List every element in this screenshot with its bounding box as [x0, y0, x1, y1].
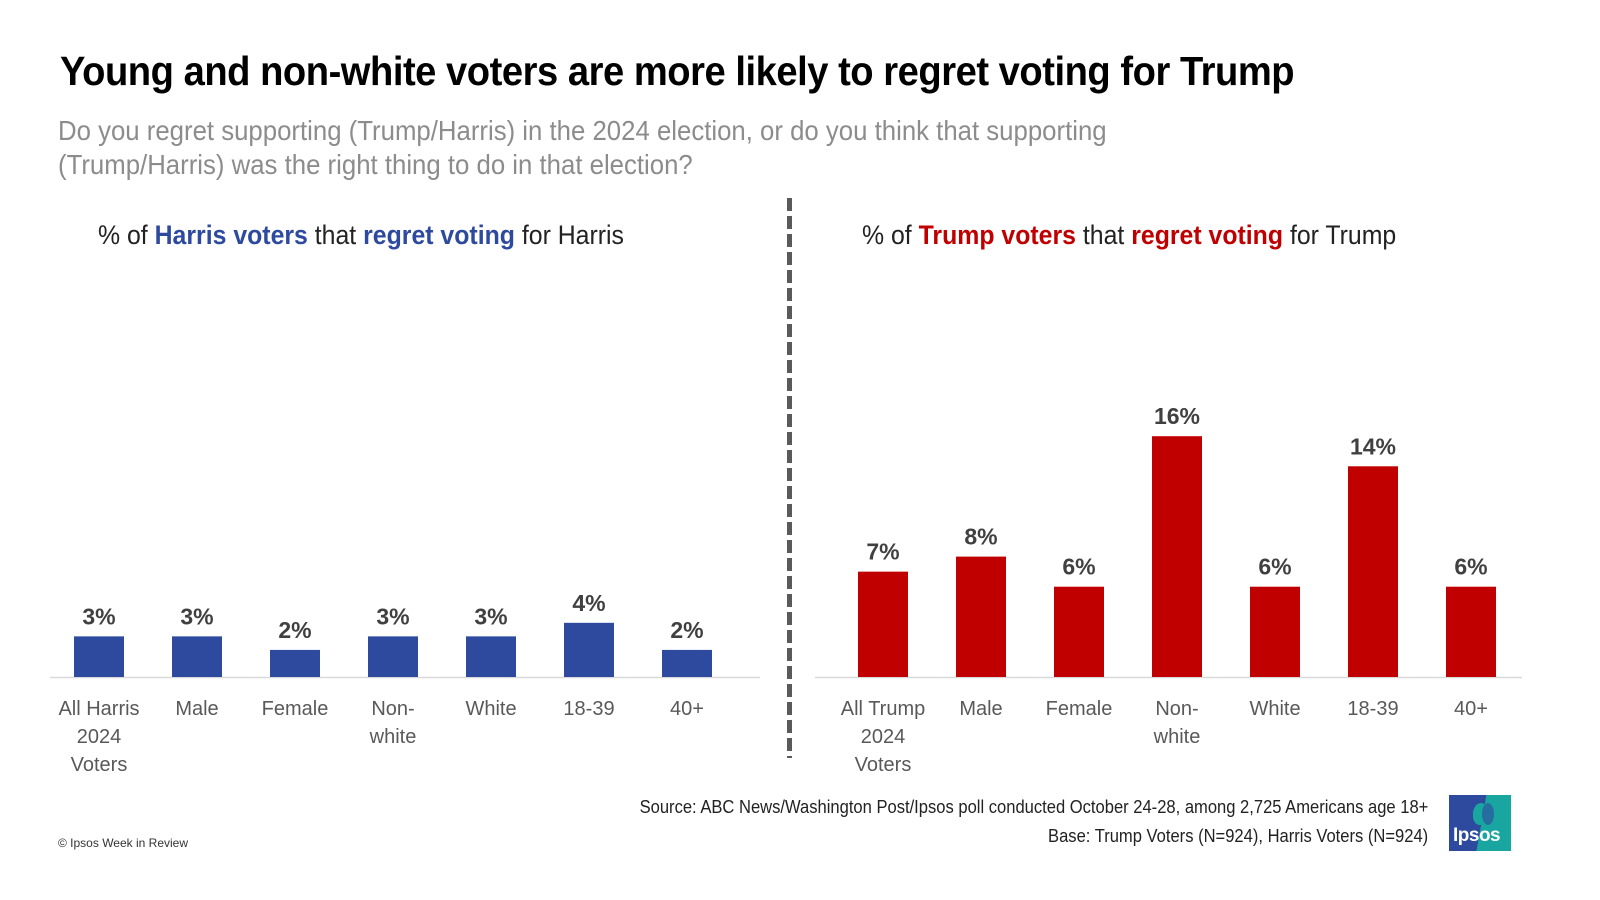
harris-category-label: Non- — [371, 698, 414, 720]
panel-divider — [787, 198, 792, 758]
harris-category-label: Voters — [71, 754, 128, 776]
harris-data-label: 3% — [474, 603, 507, 629]
harris-category-label: 18-39 — [563, 698, 614, 720]
trump-data-label: 6% — [1454, 554, 1487, 580]
logo-profile-icon — [1482, 803, 1494, 825]
trump-category-label: Female — [1046, 698, 1113, 720]
harris-category-label: All Harris — [58, 698, 139, 720]
trump-category-label: White — [1249, 698, 1300, 720]
harris-data-label: 4% — [572, 590, 605, 616]
harris-category-label: Female — [262, 698, 329, 720]
trump-title-prefix: % of — [862, 220, 919, 250]
trump-category-label: 18-39 — [1347, 698, 1398, 720]
trump-data-label: 6% — [1258, 554, 1291, 580]
trump-bar — [1054, 586, 1104, 677]
copyright-note: © Ipsos Week in Review — [58, 836, 189, 850]
trump-bar — [1250, 586, 1300, 677]
trump-bar — [1348, 466, 1398, 677]
harris-data-label: 2% — [278, 617, 311, 643]
trump-data-label: 7% — [866, 539, 899, 565]
base-note: Base: Trump Voters (N=924), Harris Voter… — [1047, 826, 1428, 846]
harris-title-suffix: for Harris — [514, 220, 624, 250]
chart-title: Young and non-white voters are more like… — [60, 48, 1295, 94]
trump-category-label: white — [1153, 726, 1201, 748]
harris-data-label: 3% — [82, 603, 115, 629]
trump-panel-title: % of Trump voters that regret voting for… — [862, 220, 1396, 251]
harris-bar — [368, 636, 418, 677]
harris-category-label: White — [465, 698, 516, 720]
trump-title-suffix: for Trump — [1283, 220, 1397, 250]
trump-category-label: Non- — [1155, 698, 1198, 720]
harris-category-label: 2024 — [77, 726, 122, 748]
harris-category-label: 40+ — [670, 698, 704, 720]
chart-subtitle: Do you regret supporting (Trump/Harris) … — [58, 115, 1107, 180]
trump-data-label: 16% — [1154, 403, 1200, 429]
trump-title-group: Trump voters — [918, 220, 1076, 250]
harris-title-group: Harris voters — [154, 220, 308, 250]
harris-bar — [662, 649, 712, 677]
trump-bar — [858, 571, 908, 677]
harris-data-label: 3% — [376, 603, 409, 629]
trump-data-label: 6% — [1062, 554, 1095, 580]
logo-text: Ipsos — [1453, 825, 1501, 846]
trump-bar — [1446, 586, 1496, 677]
harris-panel-title: % of Harris voters that regret voting fo… — [98, 220, 624, 251]
trump-data-label: 8% — [964, 524, 997, 550]
harris-bar — [172, 636, 222, 677]
harris-bar — [270, 649, 320, 677]
harris-title-emphasis: regret voting — [363, 220, 515, 250]
trump-category-label: 2024 — [861, 726, 906, 748]
trump-title-middle: that — [1075, 220, 1132, 250]
harris-bar — [74, 636, 124, 677]
trump-bar — [1152, 436, 1202, 677]
source-note: Source: ABC News/Washington Post/Ipsos p… — [639, 797, 1428, 817]
harris-title-prefix: % of — [98, 220, 155, 250]
trump-title-emphasis: regret voting — [1131, 220, 1284, 250]
trump-category-label: Male — [959, 698, 1002, 720]
harris-bar — [466, 636, 516, 677]
trump-bar — [956, 556, 1006, 677]
trump-data-label: 14% — [1350, 433, 1396, 459]
harris-data-label: 2% — [670, 617, 703, 643]
harris-bar — [564, 622, 614, 677]
harris-category-label: Male — [175, 698, 218, 720]
ipsos-logo: Ipsos — [1449, 795, 1511, 851]
trump-category-label: 40+ — [1454, 698, 1488, 720]
trump-category-label: All Trump — [841, 698, 925, 720]
harris-data-label: 3% — [180, 603, 213, 629]
harris-title-middle: that — [307, 220, 364, 250]
harris-category-label: white — [369, 726, 417, 748]
trump-category-label: Voters — [855, 754, 912, 776]
